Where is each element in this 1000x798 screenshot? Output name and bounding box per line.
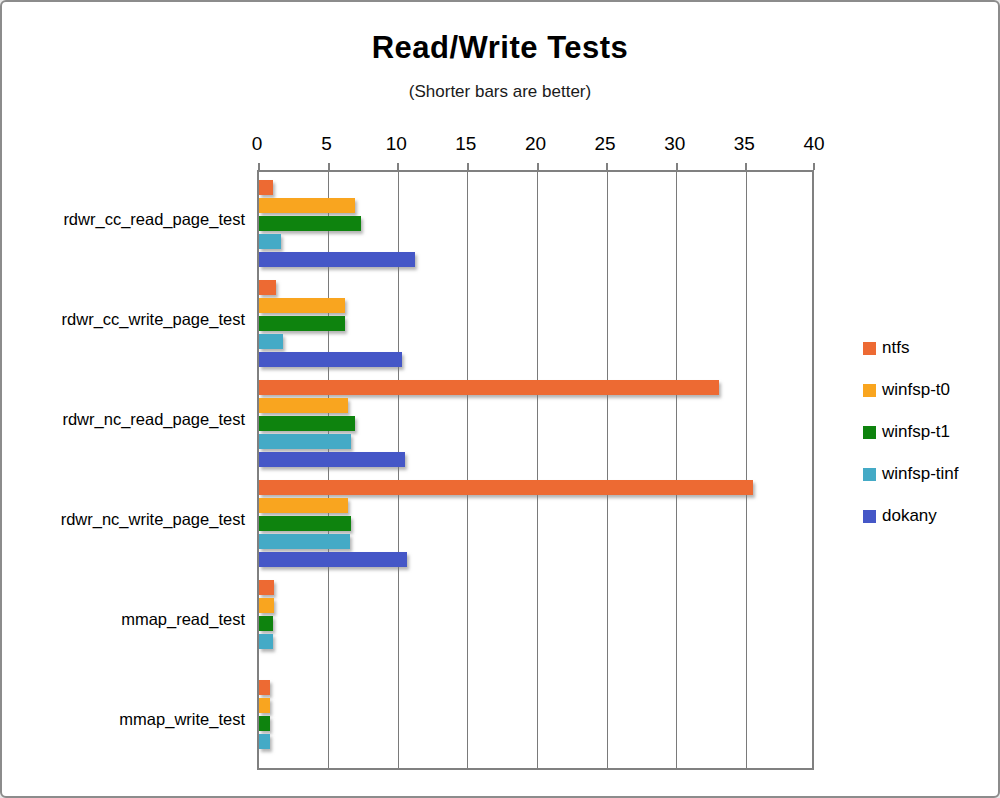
value-axis-tick-mark <box>606 163 608 170</box>
gridline <box>746 172 747 768</box>
bar-dokany <box>259 552 407 567</box>
gridline <box>676 172 677 768</box>
bar-winfsp-t0 <box>259 698 270 713</box>
category-label: mmap_write_test <box>10 710 245 729</box>
chart-canvas: Read/Write Tests (Shorter bars are bette… <box>0 0 1000 798</box>
bar-dokany <box>259 352 402 367</box>
category-label: mmap_read_test <box>10 610 245 629</box>
chart-title: Read/Write Tests <box>2 30 998 66</box>
legend-swatch-winfsp-t1 <box>863 426 876 439</box>
legend-label: ntfs <box>882 338 909 358</box>
bar-winfsp-t0 <box>259 298 345 313</box>
value-axis-tick-mark <box>813 163 815 170</box>
bar-winfsp-t1 <box>259 316 345 331</box>
bar-winfsp-tinf <box>259 734 270 749</box>
plot-area <box>257 170 814 770</box>
bar-ntfs <box>259 480 753 495</box>
value-axis-tick-mark <box>467 163 469 170</box>
bar-dokany <box>259 452 405 467</box>
value-axis-tick-mark <box>537 163 539 170</box>
bar-dokany <box>259 252 415 267</box>
value-axis-tick-label: 30 <box>645 133 705 155</box>
bar-winfsp-tinf <box>259 634 273 649</box>
bar-winfsp-t0 <box>259 598 274 613</box>
gridline <box>607 172 608 768</box>
value-axis-tick-label: 20 <box>506 133 566 155</box>
chart-subtitle: (Shorter bars are better) <box>2 82 998 102</box>
value-axis-tick-label: 5 <box>297 133 357 155</box>
value-axis-tick-label: 25 <box>575 133 635 155</box>
bar-ntfs <box>259 680 270 695</box>
bar-winfsp-t0 <box>259 498 348 513</box>
legend-label: dokany <box>882 506 937 526</box>
legend-label: winfsp-t0 <box>882 380 950 400</box>
legend-label: winfsp-tinf <box>882 464 959 484</box>
legend-label: winfsp-t1 <box>882 422 950 442</box>
value-axis-tick-mark <box>745 163 747 170</box>
legend-item-winfsp-tinf: winfsp-tinf <box>863 466 959 482</box>
category-label: rdwr_nc_write_page_test <box>10 510 245 529</box>
bar-ntfs <box>259 380 719 395</box>
category-label: rdwr_cc_write_page_test <box>10 310 245 329</box>
bar-ntfs <box>259 280 276 295</box>
value-axis-tick-label: 0 <box>227 133 287 155</box>
bar-ntfs <box>259 180 273 195</box>
bar-winfsp-t1 <box>259 716 270 731</box>
bar-winfsp-t1 <box>259 616 273 631</box>
bar-winfsp-tinf <box>259 334 283 349</box>
value-axis-tick-mark <box>676 163 678 170</box>
bar-winfsp-tinf <box>259 434 351 449</box>
category-label: rdwr_nc_read_page_test <box>10 410 245 429</box>
legend-swatch-ntfs <box>863 342 876 355</box>
gridline <box>467 172 468 768</box>
bar-ntfs <box>259 580 274 595</box>
bar-winfsp-tinf <box>259 234 281 249</box>
legend-item-winfsp-t1: winfsp-t1 <box>863 424 950 440</box>
value-axis-tick-mark <box>328 163 330 170</box>
value-axis-tick-label: 40 <box>784 133 844 155</box>
legend-item-ntfs: ntfs <box>863 340 909 356</box>
bar-winfsp-t0 <box>259 398 348 413</box>
value-axis-tick-mark <box>258 163 260 170</box>
bar-winfsp-t1 <box>259 516 351 531</box>
category-label: rdwr_cc_read_page_test <box>10 210 245 229</box>
bar-winfsp-t1 <box>259 216 361 231</box>
legend-swatch-winfsp-tinf <box>863 468 876 481</box>
legend-swatch-winfsp-t0 <box>863 384 876 397</box>
legend-swatch-dokany <box>863 510 876 523</box>
value-axis-tick-label: 10 <box>366 133 426 155</box>
value-axis-tick-mark <box>397 163 399 170</box>
bar-winfsp-tinf <box>259 534 350 549</box>
bar-winfsp-t1 <box>259 416 355 431</box>
value-axis-tick-label: 35 <box>714 133 774 155</box>
legend-item-winfsp-t0: winfsp-t0 <box>863 382 950 398</box>
legend-item-dokany: dokany <box>863 508 937 524</box>
bar-winfsp-t0 <box>259 198 355 213</box>
value-axis-tick-label: 15 <box>436 133 496 155</box>
gridline <box>537 172 538 768</box>
